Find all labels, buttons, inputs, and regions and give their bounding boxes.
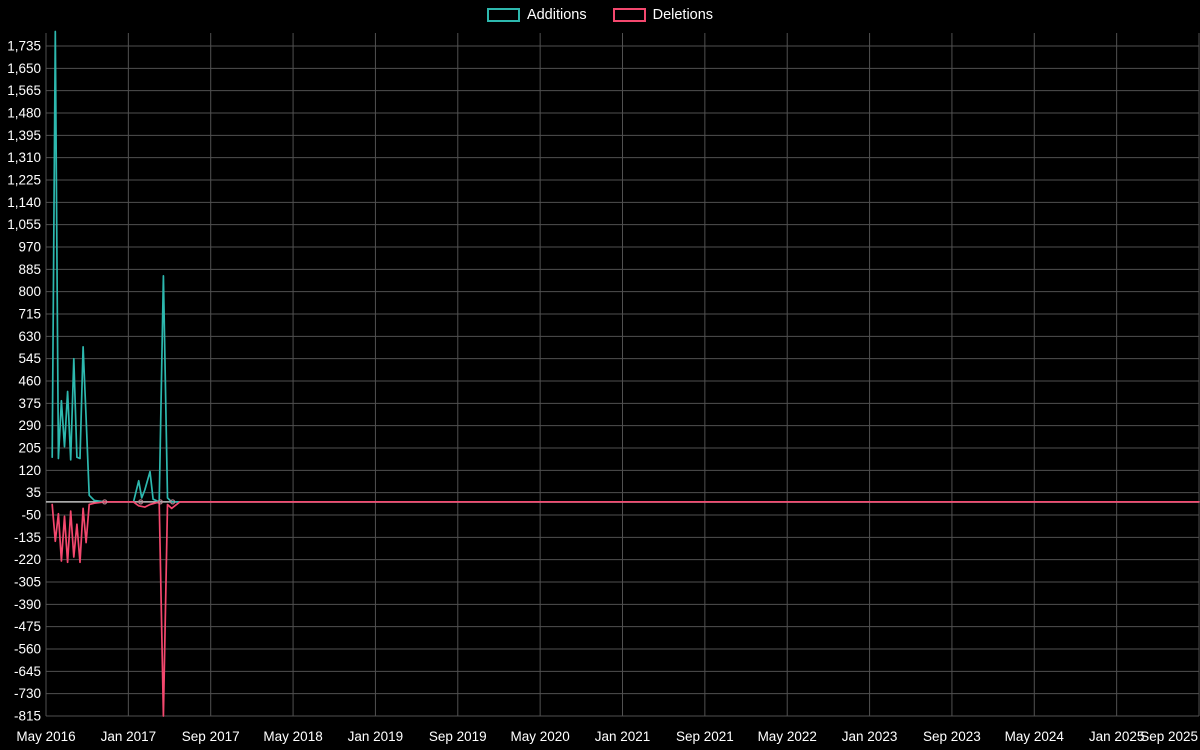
y-tick-label: 120 (18, 463, 41, 478)
x-tick-label: Jan 2019 (348, 729, 404, 744)
x-tick-label: Sep 2019 (429, 729, 487, 744)
y-tick-label: 1,650 (7, 61, 41, 76)
chart-legend: Additions Deletions (0, 8, 1200, 23)
legend-item-additions[interactable]: Additions (486, 7, 587, 23)
y-tick-label: 205 (18, 441, 41, 456)
y-tick-label: 715 (18, 307, 41, 322)
x-tick-label: May 2022 (758, 729, 817, 744)
x-tick-label: Sep 2021 (676, 729, 734, 744)
y-tick-label: 375 (18, 396, 41, 411)
data-point-marker (170, 499, 176, 505)
y-tick-label: 630 (18, 329, 41, 344)
legend-label-additions: Additions (526, 7, 587, 23)
x-tick-label: May 2016 (16, 729, 75, 744)
x-tick-label: Jan 2021 (595, 729, 651, 744)
y-tick-label: 1,480 (7, 106, 41, 121)
x-tick-label: Sep 2025 (1140, 729, 1198, 744)
data-point-marker (138, 499, 144, 505)
legend-label-deletions: Deletions (652, 7, 714, 23)
x-tick-label: Jan 2023 (842, 729, 898, 744)
additions-swatch-icon (486, 8, 520, 23)
y-tick-label: 1,310 (7, 150, 41, 165)
y-tick-label: 1,565 (7, 83, 41, 98)
data-point-marker (102, 499, 108, 505)
additions-line (51, 30, 1200, 503)
y-tick-label: -50 (21, 508, 41, 523)
y-tick-label: -645 (14, 664, 41, 679)
y-tick-label: -305 (14, 575, 41, 590)
x-tick-label: Sep 2017 (182, 729, 240, 744)
y-tick-label: 1,055 (7, 217, 41, 232)
x-tick-label: May 2018 (263, 729, 322, 744)
deletions-line (51, 501, 1200, 717)
y-tick-label: 1,140 (7, 195, 41, 210)
y-tick-label: 800 (18, 284, 41, 299)
y-tick-label: 1,225 (7, 173, 41, 188)
y-tick-label: -475 (14, 619, 41, 634)
x-tick-label: Jan 2017 (101, 729, 157, 744)
y-tick-label: -730 (14, 686, 41, 701)
y-tick-label: -815 (14, 709, 41, 724)
y-tick-label: -390 (14, 597, 41, 612)
y-tick-label: 1,735 (7, 39, 41, 54)
x-tick-label: Jan 2025 (1089, 729, 1145, 744)
y-tick-label: 290 (18, 418, 41, 433)
y-tick-label: -135 (14, 530, 41, 545)
legend-item-deletions[interactable]: Deletions (612, 7, 714, 23)
y-tick-label: -220 (14, 552, 41, 567)
y-tick-label: 545 (18, 351, 41, 366)
x-tick-label: Sep 2023 (923, 729, 981, 744)
y-tick-label: 885 (18, 262, 41, 277)
y-tick-label: 1,395 (7, 128, 41, 143)
y-tick-label: 460 (18, 374, 41, 389)
x-tick-label: May 2024 (1005, 729, 1065, 744)
y-tick-label: 35 (26, 485, 41, 500)
data-point-marker (157, 499, 163, 505)
deletions-swatch-icon (612, 8, 646, 23)
x-tick-label: May 2020 (510, 729, 569, 744)
y-tick-label: 970 (18, 240, 41, 255)
y-tick-label: -560 (14, 642, 41, 657)
